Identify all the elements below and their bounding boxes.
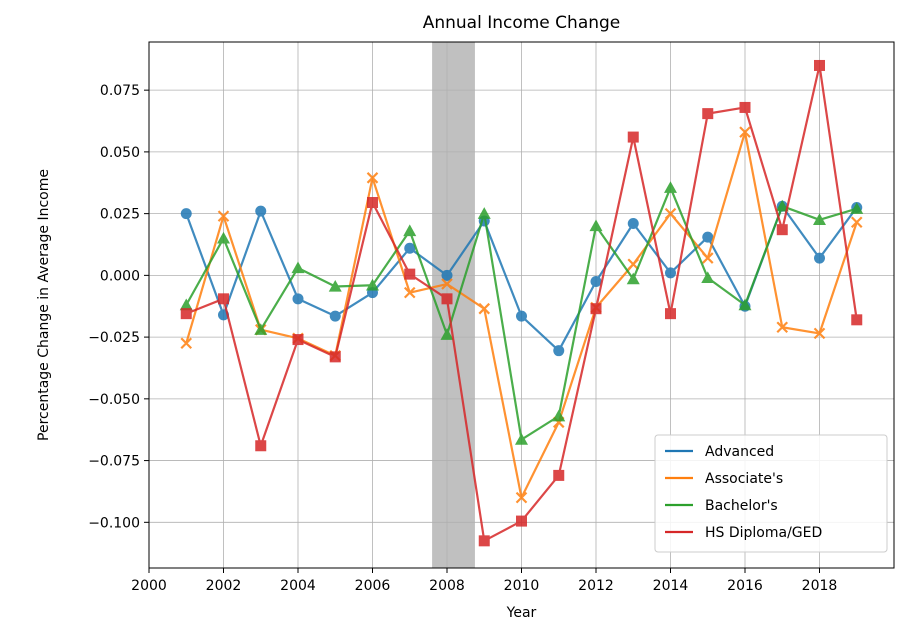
data-point-bachelor-s <box>254 323 268 335</box>
data-point-advanced <box>329 310 341 322</box>
legend-label-bachelor-s: Bachelor's <box>705 498 778 514</box>
legend-label-advanced: Advanced <box>705 444 774 460</box>
data-point-associate-s <box>441 278 453 290</box>
y-tick-label: −0.100 <box>88 515 140 531</box>
data-point-bachelor-s <box>477 207 491 219</box>
data-point-hs-diploma-ged <box>516 515 527 527</box>
data-point-advanced <box>702 231 714 243</box>
data-point-associate-s <box>366 172 379 184</box>
legend: Advanced Associate's Bachelor's HS Diploma/… <box>654 434 888 553</box>
data-point-bachelor-s <box>403 224 417 237</box>
legend-box <box>654 434 888 553</box>
data-point-hs-diploma-ged <box>739 101 751 113</box>
data-point-bachelor-s <box>701 271 715 284</box>
data-point-associate-s <box>664 207 677 220</box>
data-point-hs-diploma-ged <box>590 303 602 315</box>
x-tick-label: 2010 <box>504 578 540 594</box>
data-point-advanced <box>404 242 416 254</box>
data-point-hs-diploma-ged <box>478 535 490 547</box>
series-hs-diploma-ged <box>180 59 863 547</box>
y-tick-label: 0.075 <box>100 83 140 99</box>
y-tick-label: −0.025 <box>88 330 140 346</box>
legend-label-hs-diploma-ged: HS Diploma/GED <box>705 525 822 541</box>
data-point-advanced <box>590 276 602 288</box>
data-point-bachelor-s <box>217 231 230 244</box>
data-point-bachelor-s <box>291 261 305 274</box>
y-tick-label: −0.050 <box>88 392 140 408</box>
data-point-hs-diploma-ged <box>292 334 304 346</box>
data-point-advanced <box>627 218 639 230</box>
data-point-bachelor-s <box>626 272 640 285</box>
data-point-associate-s <box>180 337 193 350</box>
shaded-region-layer <box>432 42 475 568</box>
legend-label-associate-s: Associate's <box>705 471 783 487</box>
x-tick-label: 2000 <box>131 578 167 594</box>
x-tick-label: 2018 <box>802 578 838 594</box>
data-point-associate-s <box>739 126 751 138</box>
data-point-hs-diploma-ged <box>851 314 863 326</box>
series-bachelor-s <box>179 181 864 445</box>
data-point-advanced <box>441 269 453 281</box>
x-tick-label: 2002 <box>206 578 242 594</box>
data-point-hs-diploma-ged <box>367 197 378 209</box>
data-point-hs-diploma-ged <box>218 293 229 305</box>
data-point-bachelor-s <box>589 219 603 232</box>
data-point-bachelor-s <box>366 278 379 291</box>
data-point-advanced <box>516 310 527 322</box>
data-point-advanced <box>553 345 565 357</box>
data-point-associate-s <box>217 210 230 222</box>
data-point-bachelor-s <box>738 298 752 311</box>
data-point-advanced <box>665 267 676 279</box>
data-point-bachelor-s <box>775 199 789 212</box>
data-point-associate-s <box>701 252 714 264</box>
data-point-advanced <box>255 205 267 217</box>
data-point-hs-diploma-ged <box>329 351 341 363</box>
data-point-hs-diploma-ged <box>404 268 416 280</box>
data-point-associate-s <box>776 321 789 334</box>
x-tick-label: 2016 <box>727 578 763 594</box>
data-point-bachelor-s <box>515 433 528 445</box>
x-tick-label: 2012 <box>578 578 614 594</box>
data-point-associate-s <box>850 216 863 229</box>
y-tick-label: 0.000 <box>100 268 140 284</box>
data-point-bachelor-s <box>328 279 342 292</box>
x-axis-label: Year <box>506 605 537 621</box>
data-point-hs-diploma-ged <box>255 440 267 452</box>
data-point-advanced <box>292 293 304 305</box>
data-point-hs-diploma-ged <box>702 108 714 120</box>
data-point-bachelor-s <box>552 409 566 422</box>
data-point-hs-diploma-ged <box>180 308 192 320</box>
data-point-associate-s <box>627 258 640 271</box>
data-point-hs-diploma-ged <box>665 308 676 320</box>
x-tick-label: 2006 <box>355 578 391 594</box>
data-point-advanced <box>180 208 192 220</box>
x-tick-label: 2004 <box>280 578 316 594</box>
data-point-associate-s <box>515 491 528 504</box>
data-point-hs-diploma-ged <box>441 293 453 305</box>
data-point-associate-s <box>478 302 491 315</box>
data-point-advanced <box>814 252 825 264</box>
data-point-bachelor-s <box>179 298 193 311</box>
data-point-associate-s <box>403 286 416 299</box>
x-tick-label: 2008 <box>429 578 465 594</box>
data-point-hs-diploma-ged <box>776 224 788 236</box>
data-point-hs-diploma-ged <box>814 59 825 71</box>
tick-layer: 2000 2002 2004 2006 2008 2010 2012 2014 2016 2018… <box>88 83 837 594</box>
data-point-bachelor-s <box>813 213 826 226</box>
data-point-bachelor-s <box>664 181 677 193</box>
y-tick-label: −0.075 <box>88 454 140 470</box>
data-point-associate-s <box>813 327 826 340</box>
data-point-bachelor-s <box>850 202 864 214</box>
recession-shade <box>432 42 475 568</box>
data-point-bachelor-s <box>440 328 454 340</box>
chart-title: Annual Income Change <box>423 13 621 33</box>
x-tick-label: 2014 <box>653 578 689 594</box>
y-tick-label: 0.050 <box>100 145 140 161</box>
data-point-hs-diploma-ged <box>627 131 639 143</box>
series-layer <box>179 59 864 547</box>
y-tick-label: 0.025 <box>100 207 140 223</box>
y-axis-label: Percentage Change in Average Income <box>36 169 52 441</box>
data-point-hs-diploma-ged <box>553 469 565 481</box>
